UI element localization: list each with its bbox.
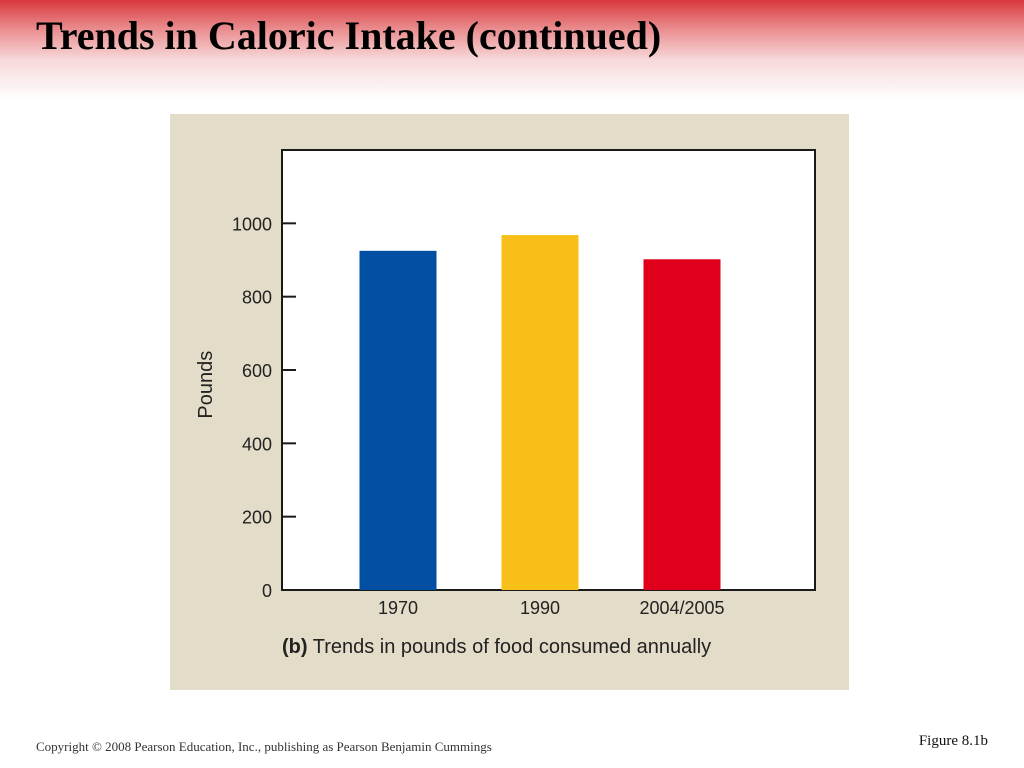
caption-text: Trends in pounds of food consumed annual…	[312, 636, 712, 658]
bar-2004-2005	[643, 259, 721, 590]
x-tick-label: 1990	[520, 598, 560, 618]
y-tick-label: 1000	[232, 214, 272, 234]
y-tick-label: 600	[242, 361, 272, 381]
caption-label: (b)	[282, 636, 308, 658]
figure-caption: (b) Trends in pounds of food consumed an…	[282, 636, 711, 659]
x-axis: 1970 1990 2004/2005	[378, 598, 725, 618]
bars-group	[359, 235, 721, 591]
x-tick-label: 1970	[378, 598, 418, 618]
figure-number: Figure 8.1b	[918, 733, 988, 749]
figure-panel: 0 200 400 600 800 1000 1970 1990 2004/2005 Poun…	[170, 114, 849, 690]
y-tick-label: 800	[242, 288, 272, 308]
y-tick-label: 400	[242, 434, 272, 454]
y-tick-label: 200	[242, 508, 272, 528]
slide-title: Trends in Caloric Intake (continued)	[36, 13, 662, 58]
header-band	[0, 0, 1024, 100]
copyright-notice: Copyright © 2008 Pearson Education, Inc.…	[36, 739, 492, 754]
bar-1990	[501, 235, 579, 591]
y-tick-label: 0	[262, 581, 272, 601]
y-axis: 0 200 400 600 800 1000	[232, 214, 296, 601]
x-tick-label: 2004/2005	[639, 598, 724, 618]
bar-chart: 0 200 400 600 800 1000 1970 1990 2004/2005 Poun…	[195, 149, 816, 618]
bar-1970	[359, 250, 437, 591]
y-axis-label: Pounds	[195, 351, 217, 419]
